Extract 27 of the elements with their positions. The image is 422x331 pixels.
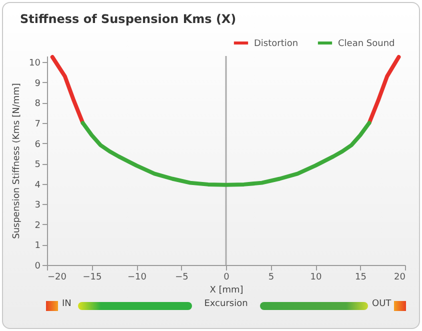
x-tick-label: 5 [268,272,274,282]
y-tick-label: 8 [34,99,41,110]
chart-title: Stiffness of Suspension Kms (X) [20,12,236,26]
line-series [80,120,372,187]
y-axis-title: Suspension Stiffness (Kms [N/mm] [12,83,22,239]
y-tick-label: 7 [34,119,40,130]
y-tick-label: 2 [34,220,40,231]
x-tick-label: −10 [128,272,147,282]
x-tick-label: −15 [82,272,102,282]
y-tick-label: 1 [34,241,40,252]
y-tick-label: 10 [29,58,41,69]
x-tick-label: 15 [355,272,366,282]
legend-label: Distortion [254,39,298,49]
y-tick-label: 6 [34,140,41,150]
x-tick-label: 20 [394,272,406,282]
x-axis-title: X [mm] [210,286,244,296]
y-tick-label: 4 [34,180,41,190]
y-tick-label: 3 [34,200,40,211]
legend-label: Clean Sound [338,39,395,49]
x-tick-label: 10 [310,272,322,282]
y-tick-label: 5 [34,160,40,170]
y-tick-label: 0 [34,262,41,272]
x-tick-label: −20 [48,272,67,282]
excursion-gauge: IN Excursion OUT [46,297,406,315]
x-tick-label: −5 [175,272,188,282]
x-tick-label: 0 [224,272,230,282]
y-tick-label: 9 [34,78,41,89]
